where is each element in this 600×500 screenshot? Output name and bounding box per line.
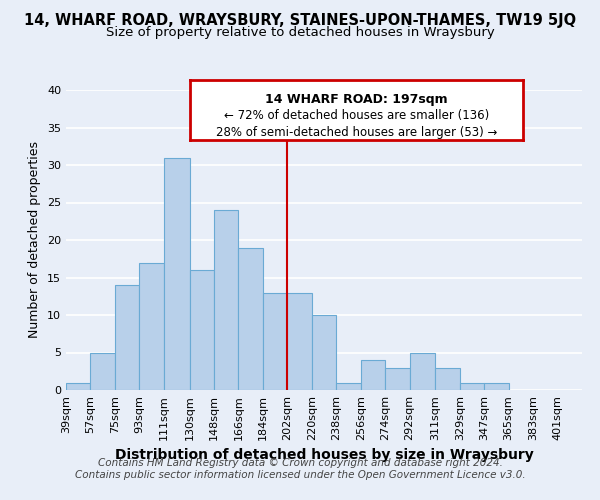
Text: 14, WHARF ROAD, WRAYSBURY, STAINES-UPON-THAMES, TW19 5JQ: 14, WHARF ROAD, WRAYSBURY, STAINES-UPON-… [24,12,576,28]
Bar [139,262,164,390]
Text: Size of property relative to detached houses in Wraysbury: Size of property relative to detached ho… [106,26,494,39]
Text: Contains HM Land Registry data © Crown copyright and database right 2024.: Contains HM Land Registry data © Crown c… [98,458,502,468]
Text: Contains public sector information licensed under the Open Government Licence v3: Contains public sector information licen… [74,470,526,480]
Bar [436,368,460,390]
Bar [91,352,115,390]
Bar [312,315,336,390]
Bar [164,158,190,390]
Bar [214,210,238,390]
Bar [336,382,361,390]
Bar [263,292,287,390]
X-axis label: Distribution of detached houses by size in Wraysbury: Distribution of detached houses by size … [115,448,533,462]
Bar [190,270,214,390]
Bar [66,382,91,390]
Bar [287,292,312,390]
Bar [460,382,484,390]
Bar [361,360,385,390]
Y-axis label: Number of detached properties: Number of detached properties [28,142,41,338]
Bar [410,352,436,390]
Bar [115,285,139,390]
Bar [484,382,509,390]
Bar [238,248,263,390]
Bar [385,368,410,390]
